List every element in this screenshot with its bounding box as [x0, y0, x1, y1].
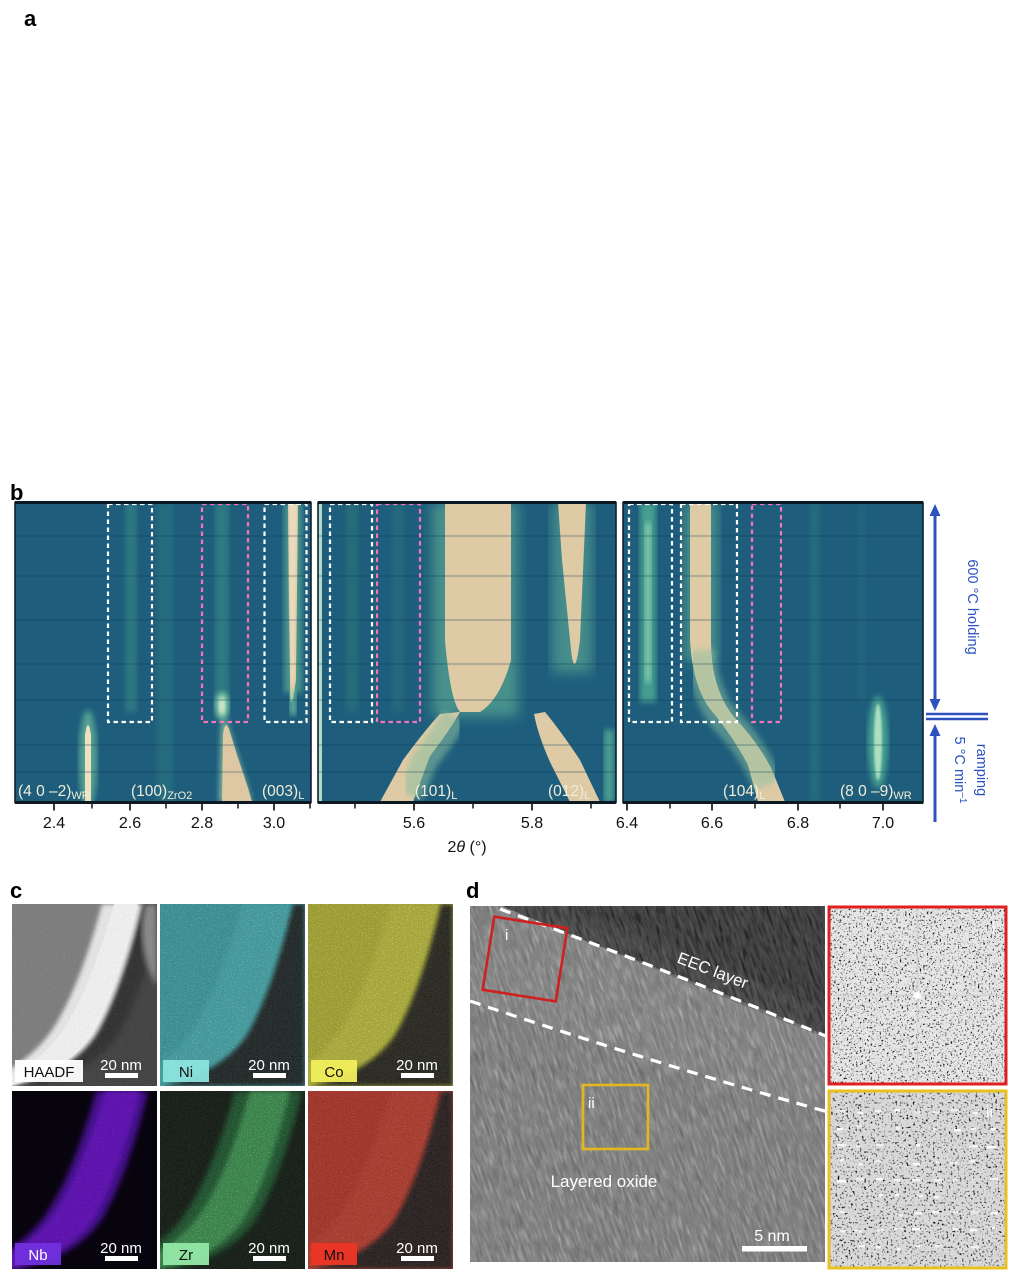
svg-text:(003)L: (003)L [262, 783, 304, 802]
svg-text:Nb: Nb [28, 1247, 47, 1264]
svg-text:5 nm: 5 nm [754, 1228, 790, 1245]
svg-text:3.0: 3.0 [263, 815, 285, 832]
svg-text:c: c [10, 878, 22, 903]
svg-text:d: d [466, 878, 479, 903]
svg-text:5 °C min–1: 5 °C min–1 [951, 737, 968, 804]
svg-text:20 nm: 20 nm [100, 1057, 142, 1074]
svg-text:(104)L: (104)L [723, 783, 765, 802]
svg-text:20 nm: 20 nm [100, 1240, 142, 1257]
svg-text:20 nm: 20 nm [248, 1057, 290, 1074]
svg-text:7.0: 7.0 [872, 815, 894, 832]
svg-text:(101)L: (101)L [415, 783, 457, 802]
svg-text:i: i [505, 927, 508, 944]
svg-text:2.8: 2.8 [191, 815, 213, 832]
svg-text:Layered oxide: Layered oxide [551, 1172, 658, 1191]
svg-text:Ni: Ni [179, 1064, 193, 1081]
svg-text:HAADF: HAADF [24, 1064, 75, 1081]
svg-text:20 nm: 20 nm [396, 1057, 438, 1074]
svg-text:Zr: Zr [179, 1247, 193, 1264]
svg-text:ii: ii [986, 1104, 993, 1121]
svg-text:a: a [24, 6, 37, 31]
svg-text:5.8: 5.8 [521, 815, 543, 832]
svg-text:(012)L: (012)L [548, 783, 590, 802]
svg-text:6.4: 6.4 [616, 815, 638, 832]
svg-text:6.8: 6.8 [787, 815, 809, 832]
svg-text:ii: ii [588, 1095, 595, 1112]
svg-text:20 nm: 20 nm [248, 1240, 290, 1257]
svg-text:2.4: 2.4 [43, 815, 65, 832]
svg-text:20 nm: 20 nm [396, 1240, 438, 1257]
svg-text:600 °C holding: 600 °C holding [964, 559, 980, 654]
svg-text:2.6: 2.6 [119, 815, 141, 832]
svg-text:5.6: 5.6 [403, 815, 425, 832]
svg-text:6.6: 6.6 [701, 815, 723, 832]
svg-text:Mn: Mn [324, 1247, 345, 1264]
svg-text:b: b [10, 480, 23, 505]
svg-text:Co: Co [324, 1064, 343, 1081]
svg-text:2θ (°): 2θ (°) [447, 839, 486, 856]
svg-text:i: i [992, 921, 996, 938]
svg-text:ramping: ramping [973, 744, 989, 796]
